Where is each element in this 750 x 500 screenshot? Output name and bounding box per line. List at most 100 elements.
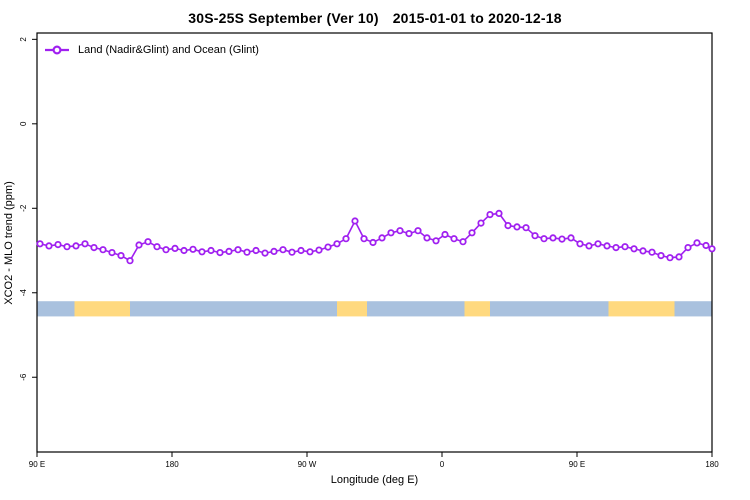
data-point: [360, 235, 368, 243]
data-point: [405, 230, 413, 238]
x-axis-title: Longitude (deg E): [330, 474, 419, 486]
data-point: [297, 246, 305, 255]
legend: Land (Nadir&Glint) and Ocean (Glint): [44, 44, 259, 56]
data-point: [441, 230, 449, 239]
data-point: [432, 237, 440, 245]
x-tick-label: 90 E: [29, 460, 45, 469]
data-point: [279, 246, 287, 254]
y-tick-label: -2: [19, 204, 28, 212]
data-point: [270, 247, 278, 255]
data-point: [549, 234, 557, 242]
band-segment-ocean: [490, 301, 609, 317]
data-point: [657, 252, 665, 260]
data-point: [594, 240, 602, 248]
data-point: [666, 254, 674, 262]
band-segment-land: [464, 301, 490, 317]
data-point: [90, 244, 98, 252]
data-point: [450, 235, 458, 243]
data-point: [423, 234, 431, 242]
y-tick-label: -4: [19, 289, 28, 297]
data-point: [171, 244, 179, 252]
data-point: [576, 240, 584, 248]
data-point: [63, 243, 71, 251]
data-point: [522, 224, 530, 232]
data-point: [333, 240, 341, 248]
data-point: [99, 246, 107, 254]
data-point: [324, 243, 332, 251]
band-segment-ocean: [130, 301, 337, 317]
data-point: [306, 248, 314, 256]
y-axis-title: XCO2 - MLO trend (ppm): [3, 181, 15, 305]
data-point: [351, 217, 359, 225]
chart-title-main: 30S-25S September (Ver 10): [188, 10, 379, 26]
data-point: [369, 238, 377, 247]
data-point: [315, 246, 323, 254]
data-point: [180, 246, 188, 255]
data-point: [702, 241, 710, 250]
data-point: [414, 227, 422, 235]
data-point: [234, 246, 242, 254]
data-point: [45, 242, 53, 250]
data-point: [630, 245, 638, 253]
band-segment-land: [74, 301, 130, 317]
y-tick-label: 2: [19, 37, 28, 42]
data-point: [708, 245, 716, 253]
x-tick-label: 90 W: [298, 460, 317, 469]
data-point: [36, 240, 44, 248]
data-point: [252, 246, 260, 255]
band-segment-ocean: [37, 301, 75, 317]
data-point: [144, 238, 152, 246]
band-segment-ocean: [367, 301, 465, 317]
data-point: [153, 243, 161, 251]
y-tick-label: 0: [19, 121, 28, 126]
x-tick-label: 180: [165, 460, 179, 469]
chart-title: 30S-25S September (Ver 10) 2015-01-01 to …: [0, 10, 750, 26]
band-segment-ocean: [674, 301, 712, 317]
data-point: [648, 248, 656, 256]
data-point: [693, 239, 701, 247]
data-point: [513, 223, 521, 231]
chart-title-dates: 2015-01-01 to 2020-12-18: [392, 10, 562, 26]
x-tick-label: 90 E: [569, 460, 585, 469]
data-point: [684, 244, 692, 252]
data-point: [198, 248, 206, 256]
data-point: [567, 234, 575, 242]
band-segment-land: [608, 301, 675, 317]
x-tick-label: 180: [705, 460, 719, 469]
data-point: [495, 209, 503, 217]
x-tick-label: 0: [440, 460, 445, 469]
data-point: [387, 229, 395, 237]
data-point: [72, 242, 80, 250]
data-point: [540, 235, 548, 243]
data-point: [531, 232, 539, 240]
data-point: [126, 257, 134, 265]
legend-label: Land (Nadir&Glint) and Ocean (Glint): [78, 44, 259, 56]
data-point: [558, 235, 566, 243]
data-point: [81, 240, 89, 248]
data-point: [612, 244, 620, 252]
data-point: [117, 252, 125, 260]
data-point: [216, 249, 224, 257]
data-point: [675, 253, 683, 261]
data-point: [162, 246, 170, 254]
data-point: [585, 242, 593, 250]
data-point: [342, 235, 350, 243]
data-point: [486, 211, 494, 219]
data-point: [639, 247, 647, 255]
data-point: [189, 245, 197, 253]
data-point: [261, 249, 269, 257]
data-point: [468, 229, 476, 237]
data-point: [54, 241, 62, 249]
data-point: [243, 248, 251, 256]
band-segment-land: [337, 301, 367, 317]
data-point: [207, 246, 215, 255]
data-line: [39, 212, 713, 262]
data-point: [288, 248, 296, 256]
data-point: [108, 249, 116, 257]
legend-marker-icon: [45, 45, 69, 55]
data-point: [477, 219, 485, 227]
data-point: [621, 243, 629, 251]
data-point: [504, 222, 512, 230]
